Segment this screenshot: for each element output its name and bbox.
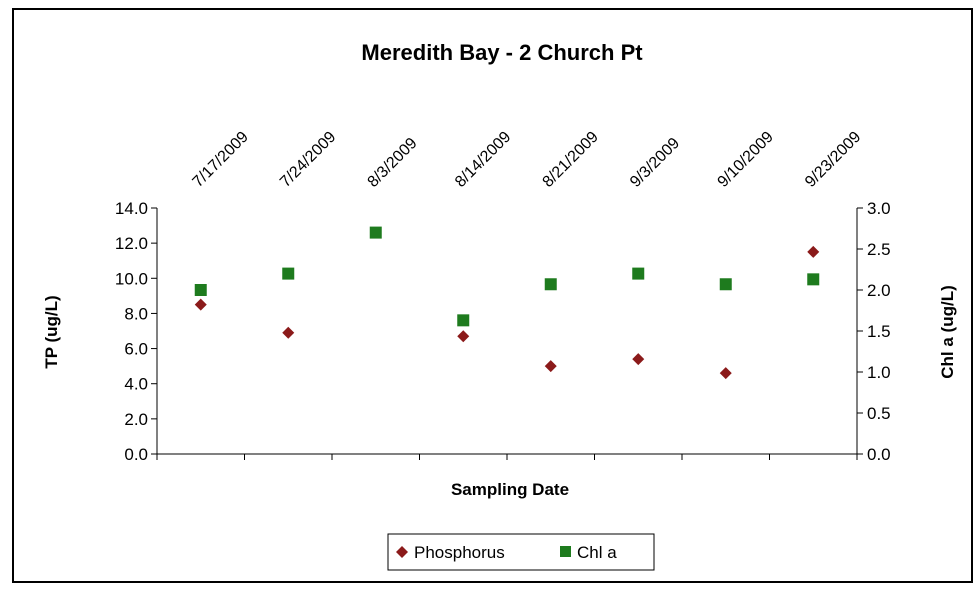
x-category-label: 8/21/2009 — [540, 128, 602, 190]
x-category-label: 8/3/2009 — [365, 135, 421, 191]
left-y-tick-label: 4.0 — [124, 375, 148, 394]
phosphorus-point — [282, 326, 295, 339]
x-axis-title: Sampling Date — [451, 480, 569, 499]
left-y-tick-label: 10.0 — [115, 269, 148, 288]
x-category-label: 7/24/2009 — [277, 128, 339, 190]
x-category-label: 8/14/2009 — [452, 128, 514, 190]
chart-title: Meredith Bay - 2 Church Pt — [361, 40, 643, 65]
x-category-label: 7/17/2009 — [190, 128, 252, 190]
chl-a-point — [282, 267, 295, 280]
left-y-tick-label: 2.0 — [124, 410, 148, 429]
chart-frame: Meredith Bay - 2 Church Pt 0.0 2.0 4.0 6.0 8… — [12, 8, 973, 583]
legend-marker-phosphorus — [396, 546, 408, 558]
phosphorus-point — [194, 298, 207, 311]
right-y-axis-title: Chl a (ug/L) — [938, 285, 957, 378]
x-category-label: 9/23/2009 — [802, 128, 864, 190]
right-y-tick-label: 0.5 — [867, 404, 891, 423]
right-y-ticks: 0.0 0.5 1.0 1.5 2.0 2.5 3.0 — [857, 199, 891, 464]
left-y-tick-label: 6.0 — [124, 340, 148, 359]
left-y-tick-label: 14.0 — [115, 199, 148, 218]
chl-a-point — [632, 267, 645, 280]
left-y-tick-label: 0.0 — [124, 445, 148, 464]
x-ticks — [156, 454, 858, 460]
right-y-tick-label: 0.0 — [867, 445, 891, 464]
legend-marker-chl-a — [560, 546, 571, 557]
right-y-tick-label: 1.5 — [867, 322, 891, 341]
phosphorus-point — [457, 330, 470, 343]
x-category-label: 9/3/2009 — [627, 135, 683, 191]
left-y-axis-title: TP (ug/L) — [42, 295, 61, 368]
left-y-tick-label: 12.0 — [115, 234, 148, 253]
legend-box — [387, 533, 655, 571]
legend-label-phosphorus: Phosphorus — [414, 543, 505, 562]
data-markers — [194, 226, 820, 380]
x-category-label: 9/10/2009 — [715, 128, 777, 190]
chl-a-point — [457, 314, 470, 327]
chl-a-point — [807, 273, 820, 286]
phosphorus-point — [632, 353, 645, 366]
scatter-chart: Meredith Bay - 2 Church Pt 0.0 2.0 4.0 6.0 8… — [42, 40, 957, 571]
right-y-tick-label: 1.0 — [867, 363, 891, 382]
chl-a-point — [369, 226, 382, 239]
phosphorus-point — [719, 367, 732, 380]
phosphorus-point — [807, 245, 820, 258]
right-y-tick-label: 2.5 — [867, 240, 891, 259]
left-y-tick-label: 8.0 — [124, 304, 148, 323]
phosphorus-point — [544, 360, 557, 373]
chl-a-point — [719, 278, 732, 291]
right-y-tick-label: 2.0 — [867, 281, 891, 300]
legend-label-chl-a: Chl a — [577, 543, 617, 562]
left-y-ticks: 0.0 2.0 4.0 6.0 8.0 10.0 12.0 14.0 — [115, 199, 157, 464]
legend: Phosphorus Chl a — [387, 533, 655, 571]
right-y-tick-label: 3.0 — [867, 199, 891, 218]
chl-a-point — [544, 278, 557, 291]
chl-a-point — [194, 284, 207, 296]
x-category-labels: 7/17/2009 7/24/2009 8/3/2009 8/14/2009 8/21/… — [190, 128, 865, 190]
